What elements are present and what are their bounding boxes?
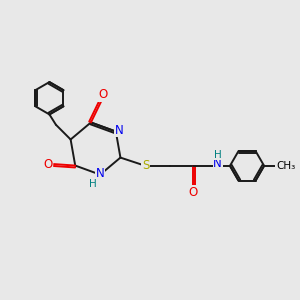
- Text: S: S: [142, 159, 149, 172]
- Text: O: O: [188, 186, 198, 199]
- Text: H: H: [89, 179, 97, 189]
- Text: H: H: [214, 150, 221, 160]
- Text: N: N: [115, 124, 124, 136]
- Text: O: O: [43, 158, 52, 171]
- Text: N: N: [213, 157, 222, 170]
- Text: N: N: [96, 167, 104, 180]
- Text: O: O: [98, 88, 107, 101]
- Text: CH₃: CH₃: [276, 161, 295, 171]
